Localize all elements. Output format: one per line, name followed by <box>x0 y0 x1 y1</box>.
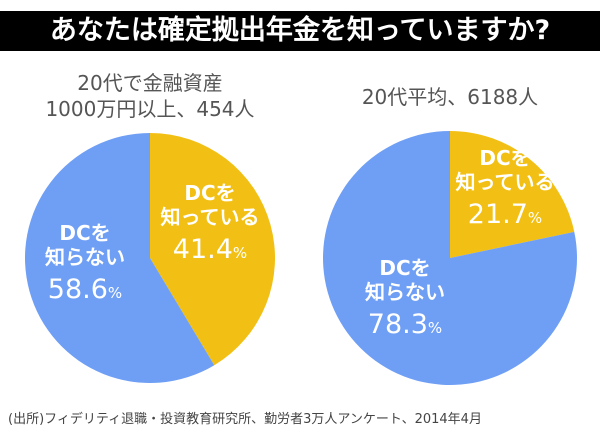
pie-0-slice-0 <box>150 133 276 366</box>
chart-title: あなたは確定拠出年金を知っていますか? <box>0 11 600 51</box>
pie-0-slice-0-label: 知っている <box>161 205 260 229</box>
pie-1-slice-0 <box>450 131 575 258</box>
left-pie-title: 20代で金融資産 1000万円以上、454人 <box>20 70 280 122</box>
pie-1-slice-0-label: 知っている <box>456 170 555 194</box>
pie-1-slice-1-label: 知らない <box>365 280 445 304</box>
right-title-line-1: 20代平均、6188人 <box>361 85 539 109</box>
left-title-line-1: 20代で金融資産 <box>77 71 223 95</box>
percent-unit: % <box>108 284 122 302</box>
pie-1-slice-1 <box>323 131 577 385</box>
pie-1-slice-0-label: DCを <box>479 146 530 170</box>
left-title-line-2: 1000万円以上、454人 <box>45 97 255 121</box>
pie-1-slice-1-label: DCを <box>379 256 430 280</box>
right-pie-title: 20代平均、6188人 <box>320 84 580 110</box>
percent-unit: % <box>528 209 542 227</box>
percent-unit: % <box>428 319 442 337</box>
source-note: (出所)フィデリティ退職・投資教育研究所、勤労者3万人アンケート、2014年4月 <box>8 412 482 427</box>
pie-0-slice-1-label: DCを <box>59 221 110 245</box>
pie-0-slice-1 <box>25 133 215 383</box>
pie-0-slice-0-label: DCを <box>184 181 235 205</box>
pie-0-slice-1-label: 知らない <box>45 245 125 269</box>
percent-unit: % <box>233 244 247 262</box>
